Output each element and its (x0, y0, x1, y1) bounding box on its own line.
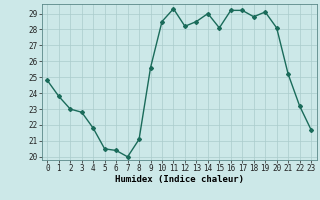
X-axis label: Humidex (Indice chaleur): Humidex (Indice chaleur) (115, 175, 244, 184)
